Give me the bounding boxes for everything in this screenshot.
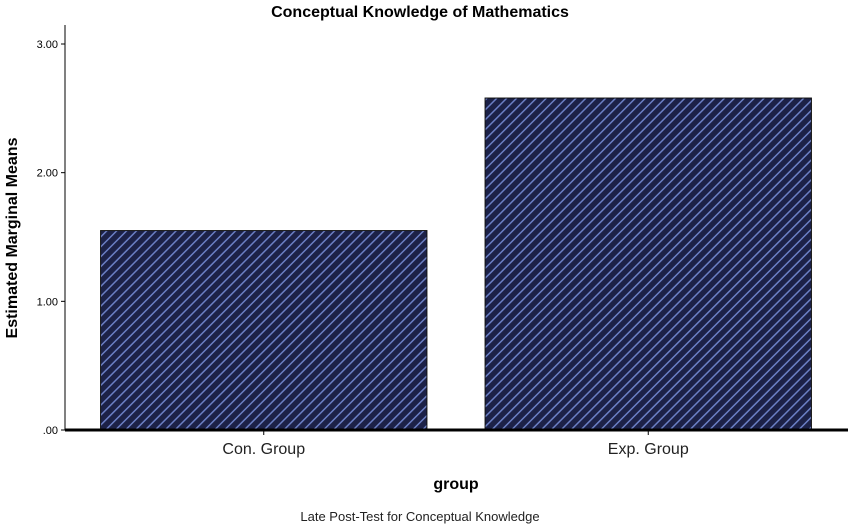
x-tick-label: Con. Group — [222, 441, 305, 458]
y-tick-label: 2.00 — [37, 168, 58, 180]
x-axis-label: group — [433, 476, 479, 493]
y-tick-label: 1.00 — [37, 296, 58, 308]
x-axis: Con. Group Exp. Group — [222, 430, 689, 458]
bars — [100, 97, 812, 431]
bar-con-group — [100, 230, 428, 431]
y-axis-label: Estimated Marginal Means — [4, 137, 21, 338]
y-axis: .00 1.00 2.00 3.00 — [37, 39, 65, 437]
bar-exp-group — [484, 97, 812, 431]
y-tick-label: 3.00 — [37, 39, 58, 51]
x-tick-label: Exp. Group — [608, 441, 689, 458]
chart-title: Conceptual Knowledge of Mathematics — [271, 4, 569, 21]
chart-footnote: Late Post-Test for Conceptual Knowledge — [300, 509, 539, 524]
y-tick-label: .00 — [43, 425, 58, 437]
